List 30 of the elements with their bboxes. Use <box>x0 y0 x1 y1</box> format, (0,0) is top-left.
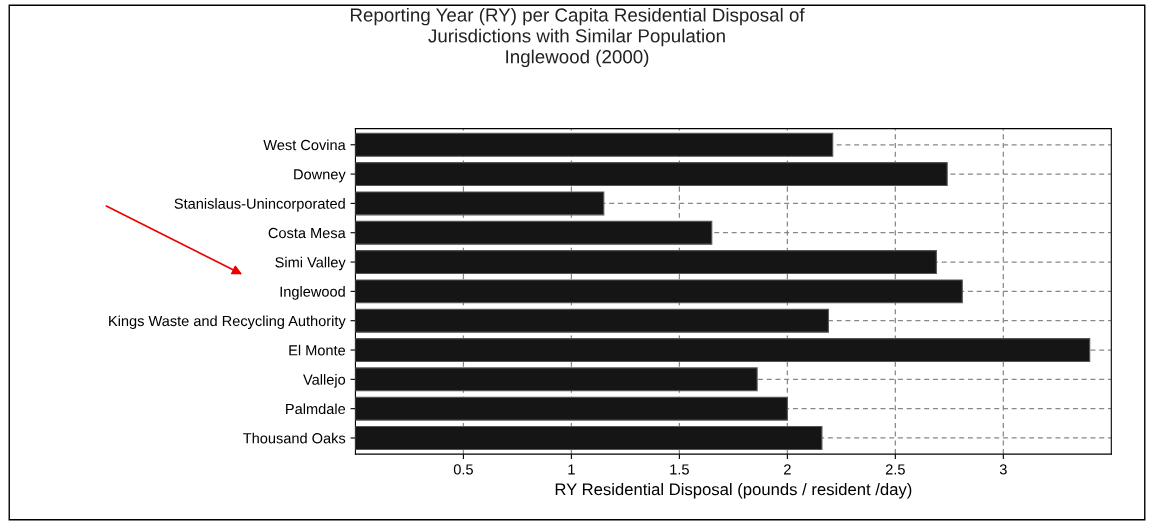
bar <box>355 279 963 304</box>
bar <box>355 220 713 245</box>
x-tick-label: 1 <box>568 464 575 475</box>
x-tick-label: 0.5 <box>453 464 473 475</box>
bar <box>355 308 829 333</box>
bar <box>355 338 1091 363</box>
y-tick-label: Palmdale <box>286 403 346 415</box>
bar <box>355 250 937 275</box>
y-tick-label: Costa Mesa <box>268 227 346 239</box>
y-tick-label: Vallejo <box>303 374 346 388</box>
y-tick-label: Kings Waste and Recycling Authority <box>109 315 346 330</box>
chart-title: Reporting Year (RY) per Capita Residential Disposal of Jurisdictions with Similar Population Inglewood (2000) <box>350 7 805 68</box>
x-tick-label: 2 <box>784 464 791 475</box>
bar <box>355 367 758 392</box>
x-tick-label: 3 <box>999 464 1007 475</box>
y-tick-label: Stanislaus-Unincorporated <box>174 198 345 212</box>
bar <box>355 162 948 187</box>
bar <box>355 191 605 216</box>
y-tick-label: Thousand Oaks <box>243 432 346 444</box>
x-axis-title: RY Residential Disposal (pounds / resident /day) <box>555 483 912 499</box>
x-tick-label: 1.5 <box>670 464 689 475</box>
x-tick-label: 2.5 <box>885 464 905 475</box>
y-tick-label: Simi Valley <box>275 256 346 271</box>
bar <box>355 396 788 421</box>
y-tick-label: El Monte <box>289 344 346 356</box>
y-tick-label: Inglewood <box>280 286 345 300</box>
bar <box>355 132 834 157</box>
bar <box>355 426 823 450</box>
y-tick-label: West Covina <box>263 139 346 151</box>
y-tick-label: Downey <box>294 169 346 183</box>
